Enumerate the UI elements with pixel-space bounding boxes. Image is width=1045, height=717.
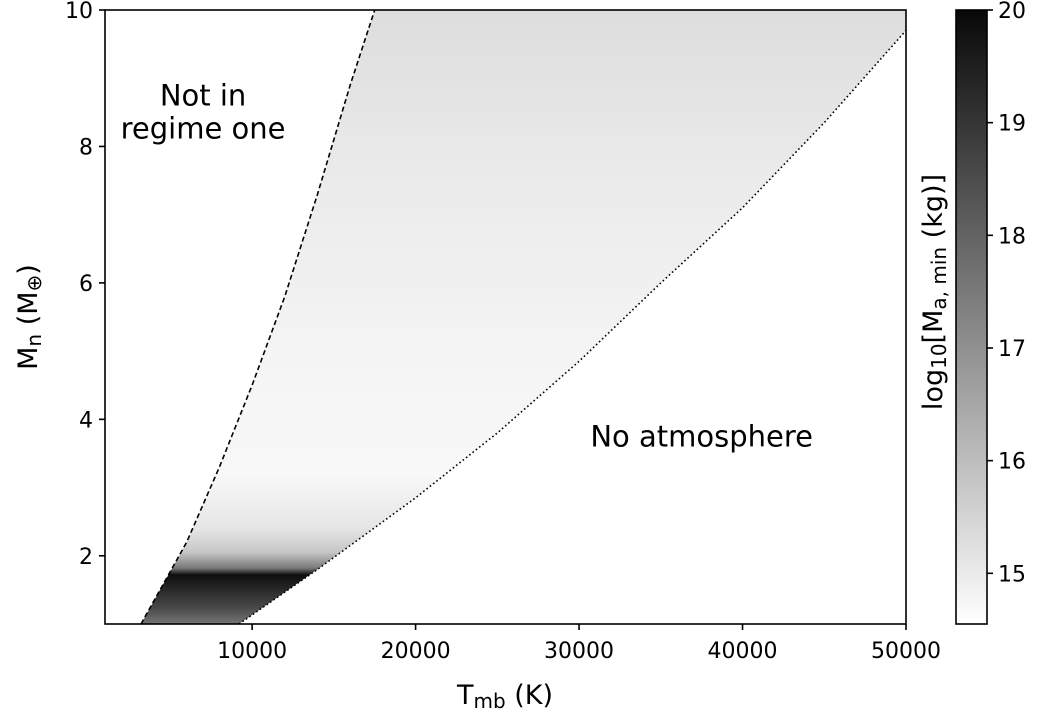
y-axis-title-unit-sub: ⊕ (22, 275, 46, 292)
y-axis-title-main: M (13, 347, 44, 370)
y-axis-title-sub: n (22, 334, 46, 347)
colorbar-tick-label: 16 (998, 450, 1026, 475)
annotation-text: Not in (160, 79, 246, 113)
colorbar-title: log10[Ma, min (kg)] (918, 174, 951, 410)
y-axis-title-unit-open: (M (13, 291, 44, 333)
colorbar-tick-label: 15 (998, 562, 1026, 587)
annotation-text: No atmosphere (590, 420, 813, 454)
regime-one-boundary (140, 10, 376, 624)
filled-region (141, 10, 906, 624)
colorbar-title-sub1: 10 (927, 343, 951, 368)
y-axis-title-unit-close: ) (13, 264, 44, 275)
y-tick-label: 6 (79, 272, 93, 297)
colorbar-tick-label: 20 (998, 0, 1026, 24)
colorbar-title-post: (kg)] (918, 174, 949, 247)
plot-frame (104, 9, 907, 625)
annotation-text: regime one (121, 112, 286, 146)
x-axis-title: Tmb (K) (456, 680, 553, 713)
y-axis-title: Mn (M⊕) (13, 264, 46, 370)
colorbar-title-pre: log (918, 369, 949, 410)
x-tick-label: 30000 (544, 639, 614, 664)
x-tick-label: 50000 (871, 639, 941, 664)
x-tick-label: 20000 (381, 639, 451, 664)
y-tick-label: 2 (79, 545, 93, 570)
colorbar-tick-label: 19 (998, 112, 1026, 137)
y-tick-label: 8 (79, 135, 93, 160)
x-tick-label: 10000 (217, 639, 287, 664)
colorbar-tick-label: 17 (998, 337, 1026, 362)
x-axis-ticks: 10000 20000 30000 40000 50000 (217, 624, 941, 664)
y-tick-label: 10 (65, 0, 93, 24)
colorbar-title-mid: [M (918, 310, 949, 344)
colorbar (955, 9, 988, 625)
x-tick-label: 40000 (708, 639, 778, 664)
colorbar-tick-label: 18 (998, 224, 1026, 249)
x-axis-title-main: T (456, 680, 474, 711)
x-axis-title-unit: (K) (506, 680, 553, 711)
colorbar-title-sub2: a, min (927, 247, 951, 310)
colorbar-ticks: 15 16 17 18 19 20 (987, 0, 1026, 587)
y-tick-label: 4 (79, 408, 93, 433)
x-axis-title-sub: mb (473, 689, 505, 713)
y-axis-ticks: 2 4 6 8 10 (65, 0, 105, 570)
